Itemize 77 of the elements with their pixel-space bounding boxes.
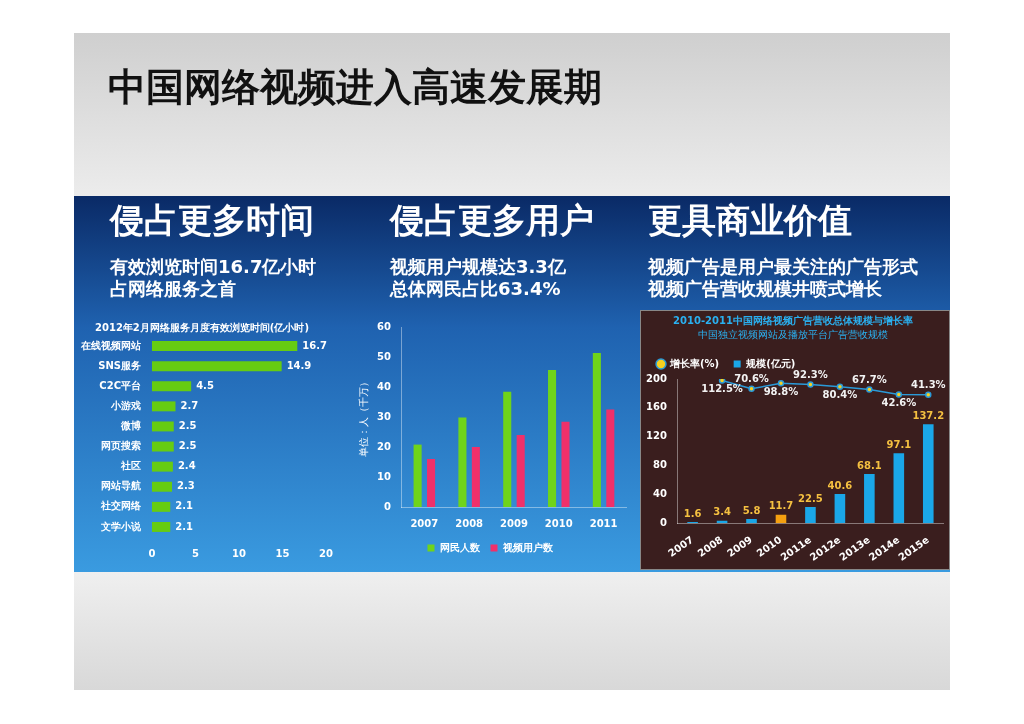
y-tick-label: 80 [652,459,667,471]
data-label: 2.1 [175,520,194,532]
data-label: 68.1 [857,459,882,471]
text: 侵占更多时间 [110,199,315,242]
y-tick-label: 社交网络 [100,500,142,512]
y-tick-label: 社区 [120,460,141,472]
data-label: 67.7% [852,374,887,386]
data-label: 2.4 [177,460,196,472]
data-label: 22.5 [798,492,823,504]
y-tick-label: 20 [376,440,391,452]
data-label: 70.6% [734,373,769,385]
data-label: 42.6% [881,397,917,409]
data-label: 3.4 [713,506,731,518]
y-tick-label: 10 [376,470,391,482]
y-tick-label: C2C平台 [99,379,141,391]
x-tick-label: 15 [275,547,290,559]
data-label: 2.5 [178,440,197,452]
data-label: 97.1 [886,438,912,450]
data-label: 80.4% [822,389,858,401]
y-tick-label: 200 [646,372,667,384]
x-tick-label: 2010 [544,517,573,529]
data-label: 16.7 [302,339,327,351]
y-tick-label: 160 [646,401,667,413]
y-tick-label: 0 [383,500,391,512]
y-tick-label: 30 [376,410,391,422]
x-tick-label: 2008 [455,517,484,529]
data-label: 2.7 [180,399,199,411]
x-tick-label: 0 [148,547,156,559]
data-label: 41.3% [910,379,946,391]
text: 视频广告是用户最关注的广告形式 [648,256,918,278]
y-tick-label: 50 [376,350,391,362]
data-label: 11.7 [768,500,794,512]
y-tick-label: 60 [376,320,391,332]
y-tick-label: 网站导航 [101,480,141,492]
data-label: 137.2 [912,409,945,421]
legend-label: 增长率(%) [669,357,720,369]
data-label: 2.3 [177,480,195,492]
data-label: 2.5 [178,420,197,432]
data-label: 4.5 [196,379,214,391]
x-tick-label: 10 [232,547,246,559]
x-tick-label: 2009 [500,517,528,529]
text: 侵占更多用户 [390,199,594,242]
y-tick-label: 网页搜索 [101,440,141,452]
data-label: 14.9 [286,359,312,371]
legend-label: 视频用户数 [502,541,554,553]
chart-title: 2012年2月网络服务月度有效浏览时间(亿小时) [95,321,309,333]
y-tick-label: 文学小说 [100,520,142,532]
text: 视频广告营收规模井喷式增长 [648,278,883,300]
text: 有效浏览时间16.7亿小时 [110,256,317,278]
data-label: 98.8% [763,385,799,397]
data-label: 2.1 [175,500,194,512]
x-tick-label: 5 [192,547,200,559]
text: 总体网民占比63.4% [390,278,562,300]
chart-subtitle: 中国独立视频网站及播放平台广告营收规模 [698,328,888,340]
y-tick-label: 在线视频网站 [80,339,141,351]
chart-title: 2010-2011中国网络视频广告营收总体规模与增长率 [673,314,913,326]
y-axis-title: 单位：人（千万） [357,377,369,457]
data-label: 5.8 [742,504,761,516]
text: 占网络服务之首 [110,278,237,300]
y-tick-label: 微博 [120,420,141,432]
y-tick-label: SNS服务 [98,359,141,371]
y-tick-label: 40 [376,380,391,392]
text: 视频用户规模达3.3亿 [390,256,567,278]
y-tick-label: 40 [652,487,667,499]
y-tick-label: 小游戏 [110,399,141,411]
y-tick-label: 120 [646,430,667,442]
legend-label: 网民人数 [440,541,481,553]
x-tick-label: 2007 [410,517,439,529]
text: 更具商业价值 [648,199,853,242]
x-tick-label: 2011 [589,517,618,529]
legend-label: 规模(亿元) [745,357,796,369]
text: 中国网络视频进入高速发展期 [108,64,602,111]
data-label: 1.6 [683,507,702,519]
x-tick-label: 20 [319,547,333,559]
data-label: 112.5% [701,383,743,395]
data-label: 40.6 [827,479,853,491]
data-label: 92.3% [793,369,828,381]
